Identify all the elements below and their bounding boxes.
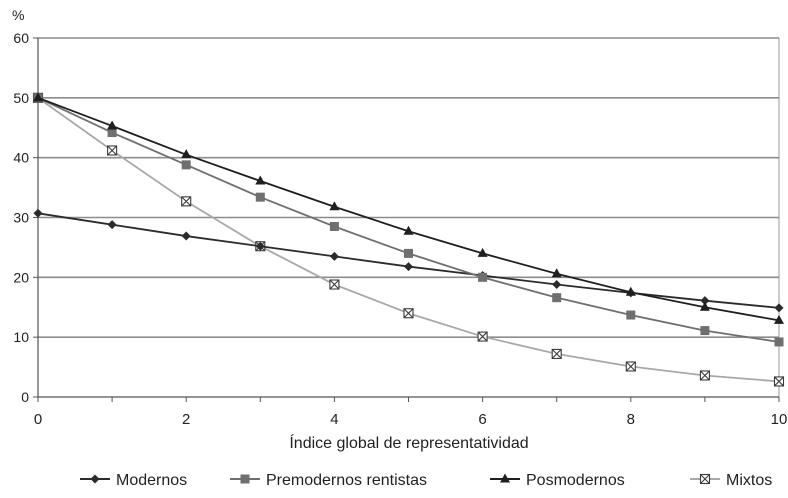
marker-cross [700,474,710,484]
data-point [773,376,785,387]
y-tick-label: 40 [13,150,29,166]
legend-item: Premodernos rentistas [230,472,427,489]
data-point [552,280,562,290]
legend-label: Mixtos [726,472,772,489]
data-point [404,248,413,258]
series-mixtos [32,92,785,387]
x-tick-label: 2 [182,411,190,428]
data-point [181,149,192,159]
x-tick-label: 10 [771,411,788,428]
data-point [107,220,117,230]
y-tick-label: 60 [13,30,29,46]
legend-item: Modernos [80,472,187,489]
series-posmodernos [33,92,784,324]
data-point [700,296,710,306]
series-layer [32,92,785,387]
data-point [551,348,562,359]
series-premodernos-rentistas [33,93,784,347]
data-point [478,272,488,282]
data-point [774,337,784,347]
marker-cross [700,370,710,381]
data-point [255,241,265,251]
data-point [625,361,636,372]
data-point [329,221,339,231]
legend-marker [90,474,100,484]
legend: Modernos Premodernos rentistas Posmodernos… [80,472,772,489]
data-point [255,192,265,202]
series-line [37,97,780,343]
legend-item: Mixtos [690,472,772,489]
marker-cross [625,361,636,372]
x-tick-label: 6 [478,411,486,428]
y-tick-label: 20 [13,269,29,285]
data-point [329,251,339,261]
x-tick-label: 8 [627,411,635,428]
marker-cross [181,196,192,207]
x-tick-label: 0 [34,411,42,428]
legend-label: Posmodernos [526,472,625,489]
data-point [625,286,636,296]
data-point [477,247,488,257]
legend-label: Premodernos rentistas [266,472,427,489]
marker-cross [403,308,414,319]
data-point [551,268,562,278]
x-tick-label: 4 [330,411,338,428]
marker-cross [477,331,488,342]
marker-cross [774,376,784,387]
marker-cross [107,145,117,156]
data-point [107,128,117,138]
gridlines [38,37,779,338]
data-point [329,279,340,290]
series-modernos [33,208,784,313]
data-point [774,314,784,324]
data-point [477,331,488,342]
data-point [404,262,413,272]
y-tick-label: 10 [13,329,29,345]
legend-marker [500,473,510,483]
series-line [37,96,780,322]
y-tick-label: 30 [13,210,29,226]
data-point [403,225,414,235]
marker-cross [329,279,340,290]
data-point [33,92,43,102]
data-point [699,301,710,311]
data-point [181,196,192,207]
x-axis-label: Índice global de representatividad [289,433,528,452]
y-axis-label: % [12,7,24,23]
data-point [255,175,266,185]
marker-cross [551,349,562,359]
data-point [403,308,414,319]
legend-label: Modernos [116,472,187,489]
legend-item: Posmodernos [490,472,625,489]
legend-marker [240,474,250,484]
data-point [329,201,340,211]
data-point [181,231,191,241]
data-point [699,370,710,381]
data-point [107,145,118,156]
data-point [552,293,562,303]
y-tick-label: 0 [21,389,29,405]
data-point [33,208,43,218]
data-point [774,303,784,313]
data-point [107,120,118,130]
data-point [700,326,710,336]
legend-marker [699,473,711,485]
data-point [181,160,191,170]
data-point [626,310,636,320]
y-tick-label: 50 [13,90,29,106]
